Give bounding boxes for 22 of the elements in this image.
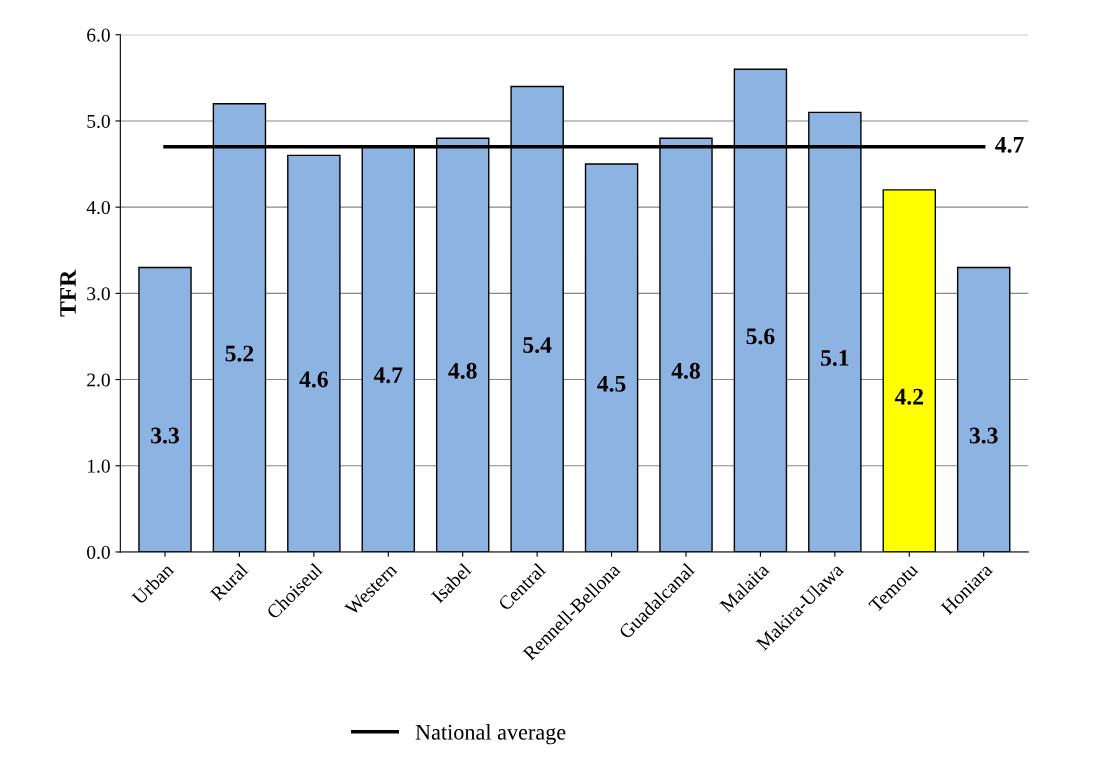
text: 2.0: [87, 373, 110, 387]
data-label: 4.6: [299, 371, 328, 388]
data-label: 4.2: [894, 388, 924, 405]
data-label: 4.7: [373, 367, 403, 384]
text: 6.0: [87, 28, 110, 42]
text: 1.0: [88, 459, 110, 473]
data-label: 4.8: [448, 362, 477, 379]
y-axis-title: TFR: [60, 269, 76, 317]
data-label: 5.2: [225, 345, 254, 362]
data-label: 3.3: [969, 427, 998, 444]
text: 4.0: [86, 200, 110, 215]
text: 3.0: [87, 287, 110, 301]
data-label: 5.1: [821, 350, 849, 366]
data-label: 4.8: [671, 362, 700, 379]
data-label: 4.5: [597, 375, 626, 392]
text: 5.0: [87, 114, 110, 128]
data-label: 5.6: [746, 328, 775, 345]
data-label: 5.4: [523, 337, 552, 354]
legend-label: National average: [415, 724, 566, 745]
text: 0.0: [87, 545, 110, 559]
data-label: 4.7: [995, 136, 1024, 153]
data-label: 3.3: [151, 427, 179, 444]
